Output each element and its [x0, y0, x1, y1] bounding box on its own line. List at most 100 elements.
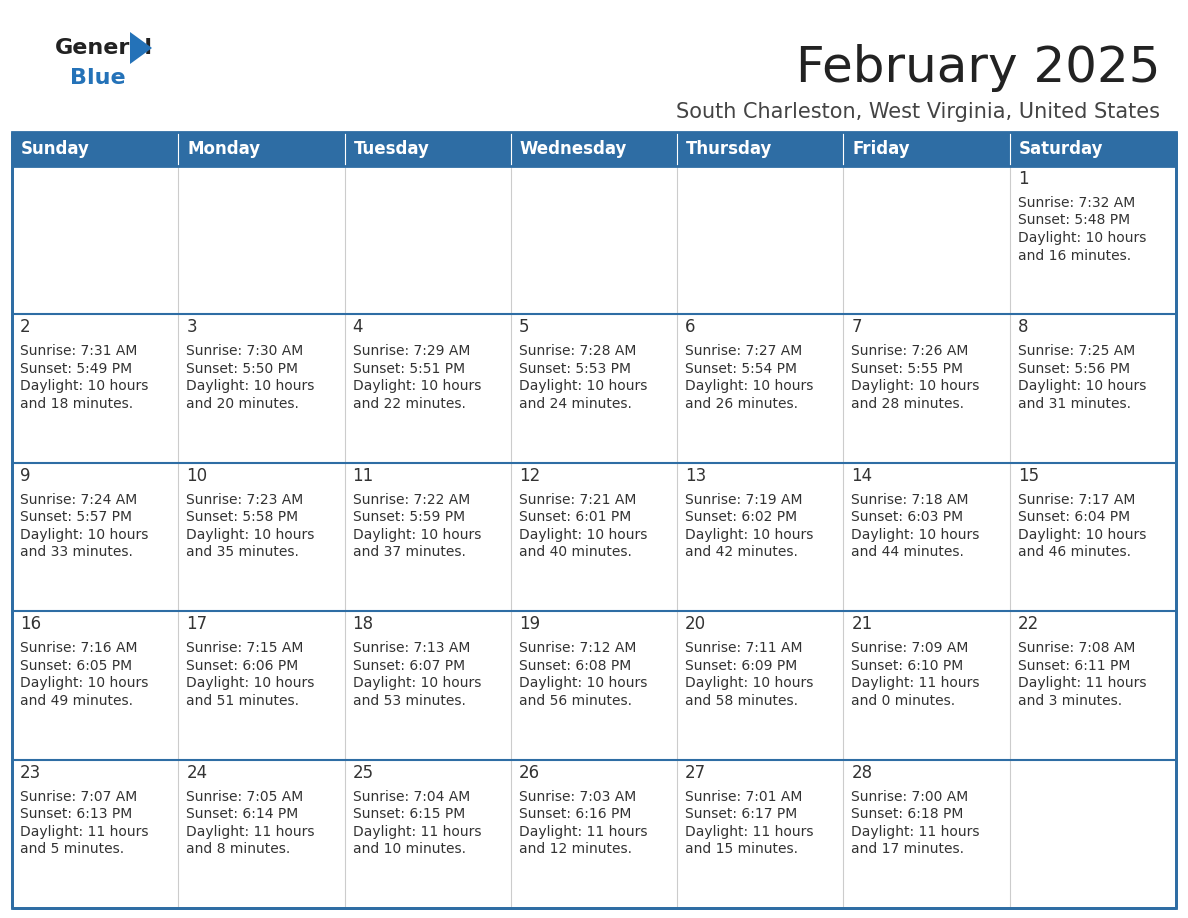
Text: 8: 8	[1018, 319, 1029, 336]
Text: and 53 minutes.: and 53 minutes.	[353, 694, 466, 708]
Text: General: General	[55, 38, 153, 58]
Text: Sunset: 5:51 PM: Sunset: 5:51 PM	[353, 362, 465, 375]
Text: 27: 27	[685, 764, 707, 781]
Text: 26: 26	[519, 764, 541, 781]
Text: Daylight: 10 hours: Daylight: 10 hours	[187, 528, 315, 542]
Text: Daylight: 10 hours: Daylight: 10 hours	[20, 379, 148, 394]
Text: 10: 10	[187, 466, 208, 485]
Text: and 26 minutes.: and 26 minutes.	[685, 397, 798, 411]
Text: Sunrise: 7:09 AM: Sunrise: 7:09 AM	[852, 641, 968, 655]
Text: Daylight: 10 hours: Daylight: 10 hours	[685, 379, 814, 394]
Text: and 24 minutes.: and 24 minutes.	[519, 397, 632, 411]
Bar	[345, 759, 511, 908]
Text: Sunrise: 7:27 AM: Sunrise: 7:27 AM	[685, 344, 802, 358]
Text: 11: 11	[353, 466, 374, 485]
Text: Daylight: 10 hours: Daylight: 10 hours	[353, 528, 481, 542]
Text: Sunrise: 7:24 AM: Sunrise: 7:24 AM	[20, 493, 138, 507]
Text: Sunset: 6:02 PM: Sunset: 6:02 PM	[685, 510, 797, 524]
Text: Sunset: 6:18 PM: Sunset: 6:18 PM	[852, 807, 963, 821]
Bar	[12, 166, 178, 314]
Bar	[677, 611, 843, 759]
Text: Sunset: 6:15 PM: Sunset: 6:15 PM	[353, 807, 465, 821]
Bar	[1010, 166, 1176, 314]
Text: 3: 3	[187, 319, 197, 336]
Bar	[843, 314, 1010, 463]
Text: Daylight: 11 hours: Daylight: 11 hours	[187, 824, 315, 839]
Text: and 3 minutes.: and 3 minutes.	[1018, 694, 1121, 708]
Text: and 20 minutes.: and 20 minutes.	[187, 397, 299, 411]
Text: 1: 1	[1018, 170, 1029, 188]
Text: Sunrise: 7:16 AM: Sunrise: 7:16 AM	[20, 641, 138, 655]
Text: Daylight: 10 hours: Daylight: 10 hours	[519, 677, 647, 690]
Text: Sunset: 5:49 PM: Sunset: 5:49 PM	[20, 362, 132, 375]
Text: Sunset: 5:56 PM: Sunset: 5:56 PM	[1018, 362, 1130, 375]
Text: and 15 minutes.: and 15 minutes.	[685, 842, 798, 856]
Text: Daylight: 10 hours: Daylight: 10 hours	[1018, 528, 1146, 542]
Text: and 51 minutes.: and 51 minutes.	[187, 694, 299, 708]
Text: Sunrise: 7:23 AM: Sunrise: 7:23 AM	[187, 493, 304, 507]
Text: Sunrise: 7:11 AM: Sunrise: 7:11 AM	[685, 641, 803, 655]
Bar	[345, 132, 511, 166]
Text: and 17 minutes.: and 17 minutes.	[852, 842, 965, 856]
Text: February 2025: February 2025	[796, 44, 1159, 92]
Text: Blue: Blue	[70, 68, 126, 88]
Bar	[843, 611, 1010, 759]
Text: Daylight: 10 hours: Daylight: 10 hours	[519, 528, 647, 542]
Text: Sunrise: 7:17 AM: Sunrise: 7:17 AM	[1018, 493, 1135, 507]
Text: Daylight: 10 hours: Daylight: 10 hours	[852, 379, 980, 394]
Text: South Charleston, West Virginia, United States: South Charleston, West Virginia, United …	[676, 102, 1159, 122]
Text: Sunrise: 7:31 AM: Sunrise: 7:31 AM	[20, 344, 138, 358]
Text: Daylight: 10 hours: Daylight: 10 hours	[852, 528, 980, 542]
Text: 2: 2	[20, 319, 31, 336]
Text: 25: 25	[353, 764, 374, 781]
Text: and 40 minutes.: and 40 minutes.	[519, 545, 632, 559]
Bar	[12, 611, 178, 759]
Bar	[345, 611, 511, 759]
Text: 6: 6	[685, 319, 696, 336]
Text: Daylight: 11 hours: Daylight: 11 hours	[20, 824, 148, 839]
Bar	[1010, 314, 1176, 463]
Text: Monday: Monday	[188, 140, 260, 158]
Text: 5: 5	[519, 319, 530, 336]
Bar	[178, 132, 345, 166]
Text: Wednesday: Wednesday	[520, 140, 627, 158]
Text: 16: 16	[20, 615, 42, 633]
Text: Sunrise: 7:30 AM: Sunrise: 7:30 AM	[187, 344, 304, 358]
Text: Daylight: 10 hours: Daylight: 10 hours	[685, 528, 814, 542]
Text: Daylight: 10 hours: Daylight: 10 hours	[1018, 231, 1146, 245]
Bar	[511, 463, 677, 611]
Bar	[12, 132, 1176, 908]
Text: Sunrise: 7:32 AM: Sunrise: 7:32 AM	[1018, 196, 1135, 210]
Bar	[178, 463, 345, 611]
Text: Daylight: 11 hours: Daylight: 11 hours	[519, 824, 647, 839]
Text: Sunrise: 7:21 AM: Sunrise: 7:21 AM	[519, 493, 637, 507]
Text: Daylight: 10 hours: Daylight: 10 hours	[187, 677, 315, 690]
Text: Sunrise: 7:28 AM: Sunrise: 7:28 AM	[519, 344, 637, 358]
Text: Sunrise: 7:25 AM: Sunrise: 7:25 AM	[1018, 344, 1135, 358]
Text: 12: 12	[519, 466, 541, 485]
Text: 19: 19	[519, 615, 541, 633]
Bar	[178, 166, 345, 314]
Text: Sunset: 5:54 PM: Sunset: 5:54 PM	[685, 362, 797, 375]
Text: and 46 minutes.: and 46 minutes.	[1018, 545, 1131, 559]
Text: Daylight: 11 hours: Daylight: 11 hours	[852, 677, 980, 690]
Text: Sunset: 6:04 PM: Sunset: 6:04 PM	[1018, 510, 1130, 524]
Text: Daylight: 10 hours: Daylight: 10 hours	[20, 677, 148, 690]
Text: 18: 18	[353, 615, 374, 633]
Text: Sunrise: 7:12 AM: Sunrise: 7:12 AM	[519, 641, 637, 655]
Bar	[843, 132, 1010, 166]
Bar	[677, 314, 843, 463]
Bar	[1010, 611, 1176, 759]
Text: Sunrise: 7:05 AM: Sunrise: 7:05 AM	[187, 789, 304, 803]
Text: Sunrise: 7:15 AM: Sunrise: 7:15 AM	[187, 641, 304, 655]
Text: Thursday: Thursday	[687, 140, 772, 158]
Text: Daylight: 10 hours: Daylight: 10 hours	[20, 528, 148, 542]
Text: and 5 minutes.: and 5 minutes.	[20, 842, 124, 856]
Text: and 33 minutes.: and 33 minutes.	[20, 545, 133, 559]
Text: Sunset: 6:13 PM: Sunset: 6:13 PM	[20, 807, 132, 821]
Bar	[178, 314, 345, 463]
Text: Daylight: 10 hours: Daylight: 10 hours	[353, 379, 481, 394]
Bar	[511, 314, 677, 463]
Text: and 28 minutes.: and 28 minutes.	[852, 397, 965, 411]
Text: 14: 14	[852, 466, 872, 485]
